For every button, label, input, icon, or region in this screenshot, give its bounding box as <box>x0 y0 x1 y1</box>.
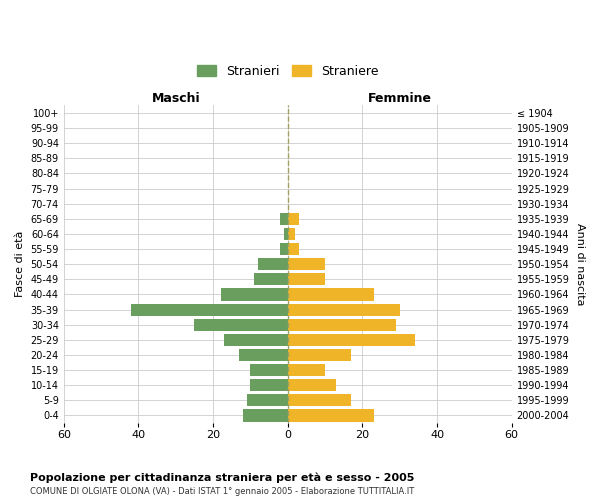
Bar <box>288 379 336 392</box>
Bar <box>288 304 400 316</box>
Y-axis label: Anni di nascita: Anni di nascita <box>575 223 585 306</box>
Bar <box>288 318 396 331</box>
Bar <box>243 410 288 422</box>
Bar <box>288 349 351 361</box>
Bar <box>131 304 288 316</box>
Y-axis label: Fasce di età: Fasce di età <box>15 231 25 298</box>
Legend: Stranieri, Straniere: Stranieri, Straniere <box>193 61 382 82</box>
Bar <box>258 258 288 270</box>
Bar <box>288 334 415 346</box>
Bar <box>194 318 288 331</box>
Bar <box>288 243 299 255</box>
Text: Maschi: Maschi <box>151 92 200 106</box>
Bar <box>221 288 288 300</box>
Bar <box>284 228 288 240</box>
Bar <box>280 243 288 255</box>
Bar <box>250 364 288 376</box>
Text: Popolazione per cittadinanza straniera per età e sesso - 2005: Popolazione per cittadinanza straniera p… <box>30 472 415 483</box>
Text: COMUNE DI OLGIATE OLONA (VA) - Dati ISTAT 1° gennaio 2005 - Elaborazione TUTTITA: COMUNE DI OLGIATE OLONA (VA) - Dati ISTA… <box>30 488 414 496</box>
Bar <box>224 334 288 346</box>
Bar <box>288 394 351 406</box>
Bar <box>288 228 295 240</box>
Bar <box>288 364 325 376</box>
Bar <box>288 213 299 225</box>
Bar <box>254 274 288 285</box>
Bar <box>280 213 288 225</box>
Text: Femmine: Femmine <box>368 92 432 106</box>
Bar <box>288 258 325 270</box>
Bar <box>288 410 374 422</box>
Bar <box>239 349 288 361</box>
Bar <box>288 288 374 300</box>
Bar <box>250 379 288 392</box>
Bar <box>247 394 288 406</box>
Bar <box>288 274 325 285</box>
